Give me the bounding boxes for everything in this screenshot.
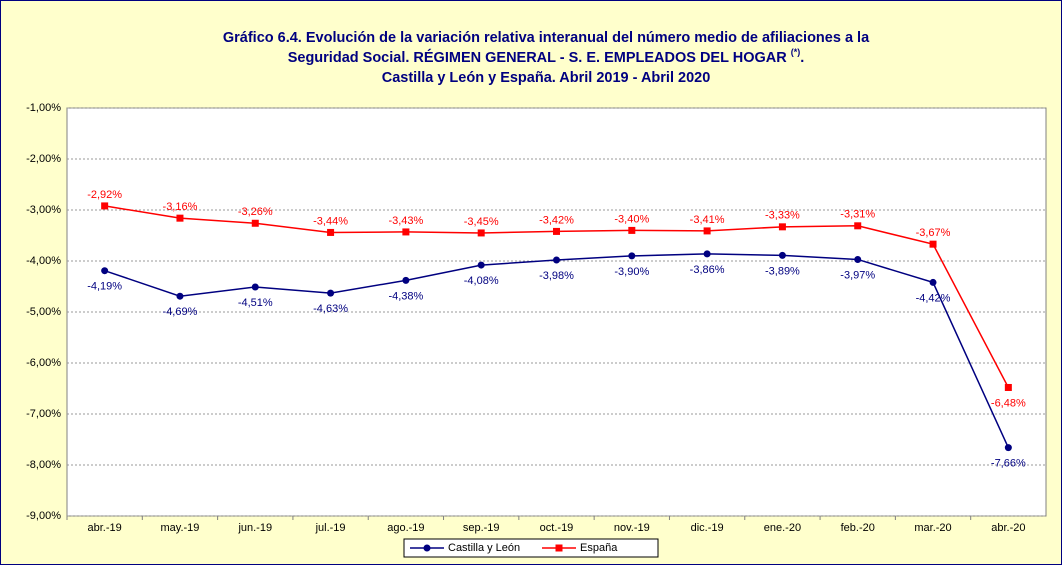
marker xyxy=(778,251,786,259)
legend-label: España xyxy=(580,542,618,554)
y-tick-label: -2,00% xyxy=(26,153,61,165)
data-label: -4,42% xyxy=(916,292,951,304)
title-note: (*) xyxy=(791,47,801,57)
x-tick-label: feb.-20 xyxy=(841,522,875,534)
marker xyxy=(327,228,335,236)
marker xyxy=(101,202,109,210)
y-tick-label: -5,00% xyxy=(26,306,61,318)
marker xyxy=(251,283,259,291)
marker xyxy=(778,223,786,231)
chart-title: Seguridad Social. RÉGIMEN GENERAL - S. E… xyxy=(288,47,805,65)
y-tick-label: -7,00% xyxy=(26,408,61,420)
y-tick-label: -8,00% xyxy=(26,459,61,471)
data-label: -7,66% xyxy=(991,458,1026,470)
x-tick-label: sep.-19 xyxy=(463,522,500,534)
chart-title: Seguridad Social. RÉGIMEN GENERAL - S. E… xyxy=(288,49,788,66)
marker xyxy=(477,229,485,237)
x-tick-label: oct.-19 xyxy=(540,522,574,534)
y-tick-label: -3,00% xyxy=(26,204,61,216)
marker xyxy=(176,292,184,300)
marker xyxy=(929,278,937,286)
data-label: -3,97% xyxy=(840,269,875,281)
data-label: -6,48% xyxy=(991,397,1026,409)
marker xyxy=(402,276,410,284)
data-label: -4,51% xyxy=(238,297,273,309)
data-label: -3,31% xyxy=(840,209,875,221)
x-tick-label: ago.-19 xyxy=(387,522,424,534)
marker xyxy=(703,250,711,258)
chart-title: Gráfico 6.4. Evolución de la variación r… xyxy=(223,30,870,46)
data-label: -3,90% xyxy=(614,266,649,278)
marker xyxy=(854,255,862,263)
x-tick-label: mar.-20 xyxy=(914,522,951,534)
data-label: -3,41% xyxy=(690,214,725,226)
marker xyxy=(553,227,560,235)
marker xyxy=(854,222,862,230)
x-tick-label: may.-19 xyxy=(161,522,200,534)
data-label: -3,26% xyxy=(238,206,273,218)
data-label: -3,98% xyxy=(539,270,574,282)
x-tick-label: ene.-20 xyxy=(764,522,801,534)
x-tick-label: jul.-19 xyxy=(315,522,346,534)
marker xyxy=(327,289,335,297)
data-label: -3,40% xyxy=(614,213,649,225)
marker xyxy=(628,226,636,234)
data-label: -4,69% xyxy=(163,306,198,318)
legend-label: Castilla y León xyxy=(448,542,520,554)
data-label: -3,16% xyxy=(163,201,198,213)
data-label: -4,38% xyxy=(388,290,423,302)
marker xyxy=(402,228,410,236)
data-label: -3,33% xyxy=(765,210,800,222)
x-tick-label: nov.-19 xyxy=(614,522,650,534)
marker xyxy=(251,219,259,227)
x-tick-label: abr.-20 xyxy=(991,522,1025,534)
marker xyxy=(423,544,431,552)
data-label: -3,43% xyxy=(388,215,423,227)
marker xyxy=(1004,383,1012,391)
marker xyxy=(555,544,563,552)
y-tick-label: -9,00% xyxy=(26,510,61,522)
data-label: -2,92% xyxy=(87,189,122,201)
data-label: -3,45% xyxy=(464,216,499,228)
data-label: -4,63% xyxy=(313,303,348,315)
data-label: -3,86% xyxy=(690,264,725,276)
y-tick-label: -1,00% xyxy=(26,102,61,114)
marker xyxy=(477,261,485,269)
marker xyxy=(929,240,937,248)
data-label: -3,67% xyxy=(916,227,951,239)
chart-title: Castilla y León y España. Abril 2019 - A… xyxy=(382,70,711,86)
x-tick-label: dic.-19 xyxy=(691,522,724,534)
x-tick-label: abr.-19 xyxy=(88,522,122,534)
marker xyxy=(1004,444,1012,452)
marker xyxy=(176,214,184,222)
data-label: -3,42% xyxy=(539,214,574,226)
legend xyxy=(403,538,659,558)
chart-title: . xyxy=(800,50,804,66)
data-label: -3,89% xyxy=(765,265,800,277)
y-tick-label: -4,00% xyxy=(26,255,61,267)
data-label: -4,08% xyxy=(464,275,499,287)
y-tick-label: -6,00% xyxy=(26,357,61,369)
marker xyxy=(628,252,636,260)
marker xyxy=(553,256,560,264)
x-tick-label: jun.-19 xyxy=(237,522,272,534)
data-label: -3,44% xyxy=(313,215,348,227)
marker xyxy=(703,227,711,235)
marker xyxy=(101,267,109,275)
data-label: -4,19% xyxy=(87,281,122,293)
